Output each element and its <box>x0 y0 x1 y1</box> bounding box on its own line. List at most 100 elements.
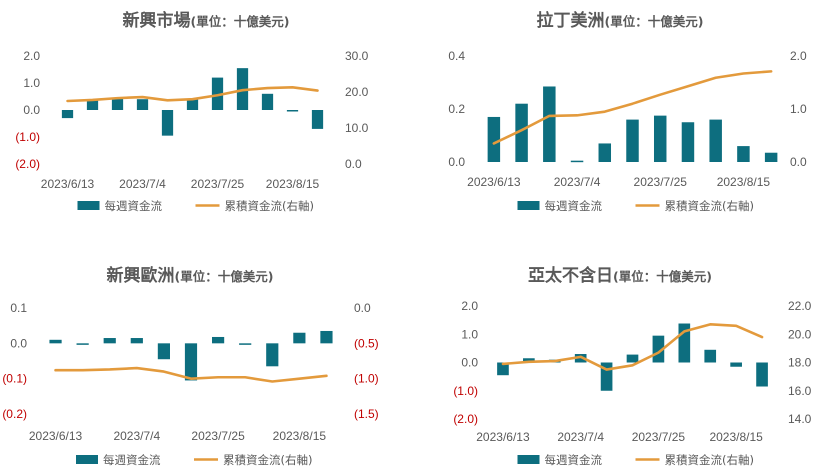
right-axis-tick-label: (0.5) <box>354 336 379 350</box>
weekly-flow-bar <box>497 362 509 376</box>
legend-bar-swatch <box>517 455 540 464</box>
chart-title: 拉丁美洲(單位：十億美元) <box>537 10 704 31</box>
weekly-flow-bar <box>211 77 224 110</box>
weekly-flow-bar <box>730 362 742 367</box>
weekly-flow-bar <box>186 99 199 110</box>
weekly-flow-bar <box>652 335 665 363</box>
right-axis-tick-label: 14.0 <box>788 412 812 426</box>
left-axis-tick-label: 0.4 <box>448 49 465 63</box>
weekly-flow-bar <box>61 110 74 119</box>
chart-title-unit: (單位：十億美元) <box>191 14 290 29</box>
left-axis-tick-label: (0.2) <box>2 407 27 421</box>
left-axis-tick-label: 0.1 <box>10 301 27 315</box>
weekly-flow-bar <box>626 119 639 162</box>
weekly-flow-bar <box>161 110 174 136</box>
x-axis-tick-label: 2023/6/13 <box>476 430 530 444</box>
x-axis-tick-label: 2023/8/15 <box>266 177 320 191</box>
legend-bar-label: 每週資金流 <box>103 453 161 467</box>
x-axis-tick-label: 2023/6/13 <box>41 177 95 191</box>
x-axis-tick-label: 2023/8/15 <box>709 430 763 444</box>
chart-legend: 每週資金流 累積資金流(右軸) <box>76 453 312 467</box>
left-axis-tick-label: 2.0 <box>461 299 478 313</box>
x-axis-tick-label: 2023/7/4 <box>557 430 604 444</box>
legend-bar-label: 每週資金流 <box>545 199 603 213</box>
legend-bar-label: 每週資金流 <box>105 199 163 213</box>
right-axis-tick-label: 1.0 <box>790 102 807 116</box>
weekly-flow-bar <box>136 99 149 110</box>
weekly-flow-bar <box>130 338 143 344</box>
left-axis-tick-label: (1.0) <box>15 130 40 144</box>
right-axis-tick-label: 16.0 <box>788 384 812 398</box>
chart-legend: 每週資金流 累積資金流(右軸) <box>77 199 314 213</box>
right-axis-tick-label: 20.0 <box>788 327 812 341</box>
weekly-flow-bar <box>764 152 778 162</box>
right-axis-tick-label: (1.0) <box>354 372 379 386</box>
left-axis-tick-label: (2.0) <box>15 157 40 171</box>
x-axis-tick-label: 2023/7/4 <box>554 175 601 189</box>
x-axis-tick-label: 2023/7/25 <box>191 177 245 191</box>
chart-title-unit: (單位：十億美元) <box>613 269 712 284</box>
legend-line-label: 累積資金流(右軸) <box>223 453 312 467</box>
left-axis-tick-label: 0.0 <box>461 356 478 370</box>
right-axis-tick-label: 18.0 <box>788 356 812 370</box>
weekly-flow-bar <box>286 110 299 112</box>
right-axis-tick-label: 0.0 <box>345 157 362 171</box>
right-axis-tick-label: 20.0 <box>345 85 369 99</box>
right-axis-tick-label: 2.0 <box>790 49 807 63</box>
cumulative-flow-line <box>54 366 328 383</box>
weekly-flow-bar <box>86 100 99 110</box>
weekly-flow-bar <box>212 336 225 344</box>
weekly-flow-bar <box>157 343 170 360</box>
left-axis-tick-label: (2.0) <box>453 412 478 426</box>
x-axis-tick-label: 2023/6/13 <box>467 175 521 189</box>
right-axis-tick-label: 22.0 <box>788 299 812 313</box>
right-axis-tick-label: 0.0 <box>354 301 371 315</box>
left-axis-tick-label: 1.0 <box>23 76 40 90</box>
weekly-flow-bar <box>49 339 62 344</box>
weekly-flow-bar <box>239 343 252 345</box>
x-axis-tick-label: 2023/7/25 <box>634 175 688 189</box>
left-axis-tick-label: 0.0 <box>448 155 465 169</box>
legend-bar-swatch <box>76 455 98 464</box>
chart-legend: 每週資金流 累積資金流(右軸) <box>517 453 754 467</box>
weekly-flow-bar <box>184 343 198 381</box>
chart-title: 亞太不含日(單位：十億美元) <box>528 265 712 286</box>
cumulative-flow-line <box>501 323 764 371</box>
left-axis-tick-label: 0.0 <box>23 103 40 117</box>
weekly-flow-bar <box>678 323 691 363</box>
chart-title-main: 新興歐洲 <box>107 265 175 286</box>
left-axis-tick-label: 1.0 <box>461 327 478 341</box>
x-axis-tick-label: 2023/7/25 <box>632 430 686 444</box>
weekly-flow-bar <box>111 97 124 110</box>
weekly-flow-bar <box>653 115 667 163</box>
weekly-flow-bar <box>293 332 306 344</box>
weekly-flow-bar <box>756 362 768 387</box>
chart-title-unit: (單位：十億美元) <box>605 14 704 29</box>
legend-line-label: 累積資金流(右軸) <box>665 453 754 467</box>
weekly-flow-bar <box>311 110 324 129</box>
chart-panel-4: 亞太不含日(單位：十億美元) 2.0 1.0 0.0 (1.0) (2.0) 22.0 20.… <box>453 265 811 467</box>
weekly-flow-bar <box>76 343 89 345</box>
weekly-flow-bar <box>266 343 279 367</box>
chart-title-main: 拉丁美洲 <box>537 10 605 31</box>
legend-line-label: 累積資金流(右軸) <box>225 199 314 213</box>
legend-line-label: 累積資金流(右軸) <box>665 199 754 213</box>
x-axis-tick-label: 2023/7/4 <box>119 177 166 191</box>
chart-panel-3: 新興歐洲(單位：十億美元) 0.1 0.0 (0.1) (0.2) 0.0 (0.5) (1.… <box>2 265 378 467</box>
weekly-flow-bar <box>570 160 584 163</box>
cumulative-flow-line <box>492 70 773 145</box>
weekly-flow-bar <box>709 119 722 162</box>
chart-title: 新興歐洲(單位：十億美元) <box>107 265 274 286</box>
weekly-flow-bar <box>543 86 556 162</box>
chart-legend: 每週資金流 累積資金流(右軸) <box>517 199 754 213</box>
right-axis-tick-label: 0.0 <box>790 155 807 169</box>
left-axis-tick-label: 2.0 <box>23 49 40 63</box>
right-axis-tick-label: 10.0 <box>345 121 369 135</box>
left-axis-tick-label: (0.1) <box>2 372 27 386</box>
chart-title-unit: (單位：十億美元) <box>175 269 274 284</box>
chart-title-main: 亞太不含日 <box>528 265 613 286</box>
x-axis-tick-label: 2023/8/15 <box>717 175 771 189</box>
chart-title: 新興市場(單位：十億美元) <box>123 10 290 31</box>
cumulative-flow-line <box>66 86 319 103</box>
